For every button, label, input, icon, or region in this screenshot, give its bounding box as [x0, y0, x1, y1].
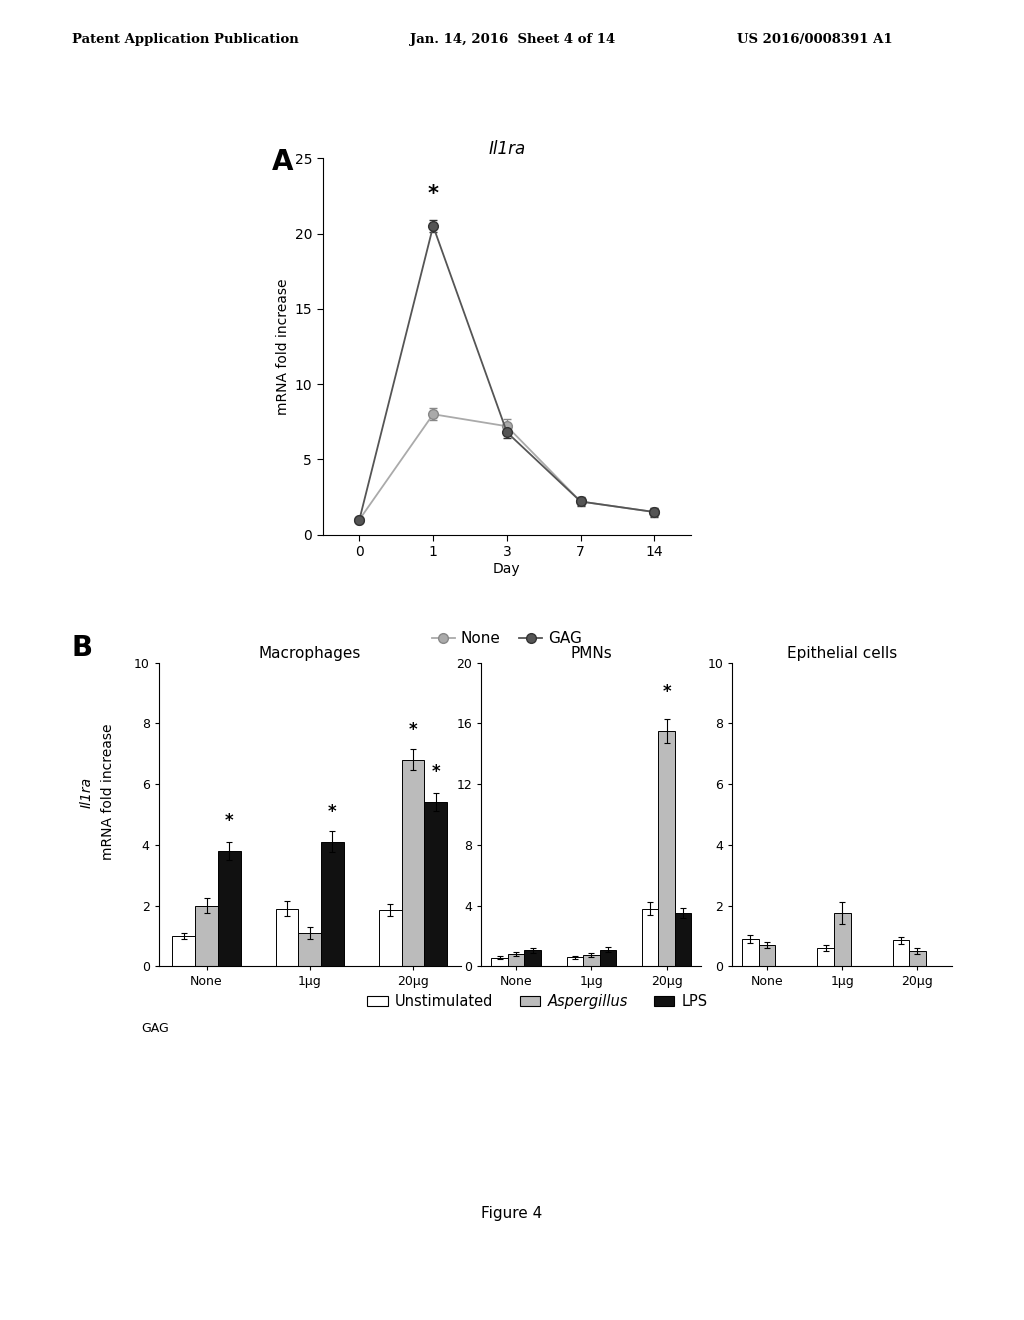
Title: Il1ra: Il1ra [488, 140, 525, 158]
Text: *: * [409, 721, 418, 739]
Bar [379, 909, 401, 966]
Bar [583, 954, 600, 966]
Bar [172, 936, 196, 966]
Text: *: * [431, 763, 440, 781]
Bar [492, 958, 508, 966]
Bar [742, 939, 759, 966]
Text: *: * [328, 803, 337, 821]
Bar [909, 950, 926, 966]
Text: Jan. 14, 2016  Sheet 4 of 14: Jan. 14, 2016 Sheet 4 of 14 [410, 33, 614, 46]
Text: *: * [225, 812, 233, 829]
Bar [642, 908, 658, 966]
Bar [275, 908, 298, 966]
Title: Epithelial cells: Epithelial cells [787, 647, 897, 661]
Text: GAG: GAG [141, 1023, 169, 1035]
Title: PMNs: PMNs [570, 647, 612, 661]
Bar [675, 913, 691, 966]
Text: B: B [72, 634, 93, 661]
Title: Macrophages: Macrophages [259, 647, 360, 661]
Text: US 2016/0008391 A1: US 2016/0008391 A1 [737, 33, 893, 46]
Text: *: * [663, 682, 671, 701]
Bar [424, 803, 447, 966]
Bar [658, 731, 675, 966]
X-axis label: Day: Day [494, 562, 520, 576]
Bar [834, 913, 851, 966]
Bar [600, 949, 616, 966]
Bar [893, 940, 909, 966]
Bar [759, 945, 775, 966]
Bar [322, 842, 344, 966]
Legend: Unstimulated, Aspergillus, LPS: Unstimulated, Aspergillus, LPS [361, 989, 714, 1015]
Text: Il1ra: Il1ra [80, 776, 94, 808]
Bar [196, 906, 218, 966]
Text: Patent Application Publication: Patent Application Publication [72, 33, 298, 46]
Bar [524, 950, 541, 966]
Text: *: * [428, 183, 438, 203]
Y-axis label: mRNA fold increase: mRNA fold increase [276, 279, 291, 414]
Bar [401, 760, 424, 966]
Bar [298, 933, 322, 966]
Bar [218, 851, 241, 966]
Legend: None, GAG: None, GAG [426, 624, 588, 652]
Bar [566, 957, 583, 966]
Text: mRNA fold increase: mRNA fold increase [100, 723, 115, 861]
Text: Figure 4: Figure 4 [481, 1206, 543, 1221]
Text: A: A [271, 148, 293, 176]
Bar [508, 954, 524, 966]
Bar [817, 948, 834, 966]
